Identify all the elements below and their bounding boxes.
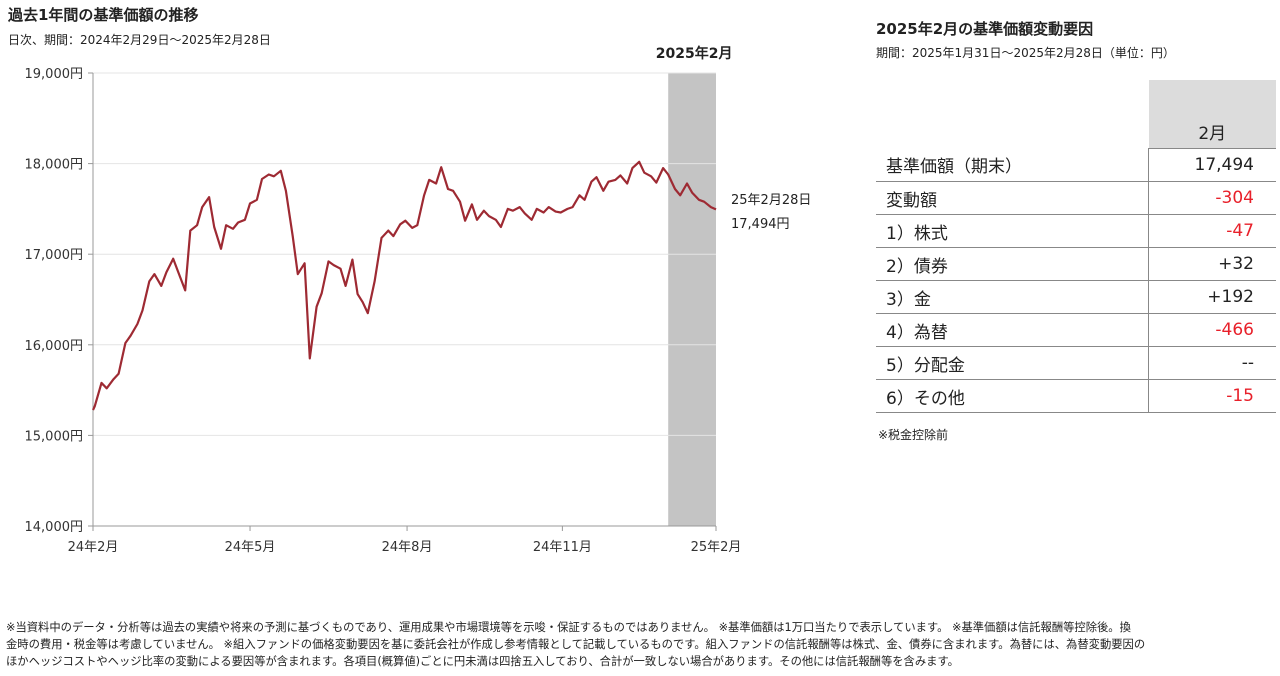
y-tick-label: 19,000円: [25, 67, 84, 82]
row-value: -466: [1148, 313, 1276, 347]
highlight-band: [668, 73, 716, 526]
row-value: -304: [1148, 181, 1276, 215]
row-label: 2）債券: [876, 247, 1149, 281]
row-value: -15: [1148, 379, 1276, 413]
row-label: 1）株式: [876, 214, 1149, 248]
nav-line-chart: 2025年2月 19,000円 18,000円 17,000円 16,000円 15,00…: [25, 45, 812, 555]
table-row: 4）為替 -466: [876, 313, 1276, 347]
highlight-label: 2025年2月: [656, 45, 733, 62]
end-value-label: 17,494円: [731, 217, 790, 232]
x-tick-label: 25年2月: [691, 540, 742, 555]
row-label: 基準価額（期末）: [876, 148, 1149, 182]
table-row: 2）債券 +32: [876, 247, 1276, 281]
row-value: +192: [1148, 280, 1276, 314]
x-tick-label: 24年8月: [382, 540, 433, 555]
row-value: 17,494: [1148, 148, 1276, 182]
disclaimer-line: 金時の費用・税金等は考慮していません。 ※組入ファンドの価格変動要因を基に委託会…: [6, 638, 1146, 651]
table-title: 2025年2月の基準価額変動要因: [876, 20, 1094, 38]
y-tick-label: 15,000円: [25, 429, 84, 444]
x-tick-label: 24年2月: [68, 540, 119, 555]
row-value: +32: [1148, 247, 1276, 281]
y-tick-label: 16,000円: [25, 339, 84, 354]
table-row: 基準価額（期末） 17,494: [876, 148, 1276, 182]
y-tick-label: 14,000円: [25, 520, 84, 535]
table-row: 3）金 +192: [876, 280, 1276, 314]
chart-title: 過去1年間の基準価額の推移: [8, 6, 199, 24]
row-value: -47: [1148, 214, 1276, 248]
tax-note: ※税金控除前: [878, 428, 949, 442]
table-column-header: 2月: [1148, 80, 1276, 149]
table-row: 5）分配金 --: [876, 346, 1276, 380]
row-label: 6）その他: [876, 379, 1149, 413]
table-row: 6）その他 -15: [876, 379, 1276, 413]
y-tick-label: 17,000円: [25, 248, 84, 263]
disclaimer-footer: ※当資料中のデータ・分析等は過去の実績や将来の予測に基づくものであり、運用成果や…: [6, 619, 1274, 670]
change-factor-table: 2月 基準価額（期末） 17,494 変動額 -304 1）株式 -47 2）債…: [876, 80, 1276, 413]
row-label: 5）分配金: [876, 346, 1149, 380]
table-subtitle: 期間：2025年1月31日～2025年2月28日（単位：円）: [876, 46, 1175, 60]
row-label: 3）金: [876, 280, 1149, 314]
x-tick-label: 24年11月: [533, 540, 592, 555]
row-label: 4）為替: [876, 313, 1149, 347]
disclaimer-line: ※当資料中のデータ・分析等は過去の実績や将来の予測に基づくものであり、運用成果や…: [6, 621, 1131, 634]
x-tick-label: 24年5月: [225, 540, 276, 555]
y-tick-label: 18,000円: [25, 158, 84, 173]
table-header-row: 2月: [876, 80, 1276, 149]
table-header-blank: [876, 80, 1149, 149]
chart-subtitle: 日次、期間：2024年2月29日～2025年2月28日: [8, 33, 271, 47]
row-label: 変動額: [876, 181, 1149, 215]
end-date-label: 25年2月28日: [731, 193, 811, 208]
series-line: [92, 160, 717, 411]
row-value: --: [1148, 346, 1276, 380]
table-row: 変動額 -304: [876, 181, 1276, 215]
table-row: 1）株式 -47: [876, 214, 1276, 248]
disclaimer-line: ほかヘッジコストやヘッジ比率の変動による要因等が含まれます。各項目(概算値)ごと…: [6, 655, 959, 668]
